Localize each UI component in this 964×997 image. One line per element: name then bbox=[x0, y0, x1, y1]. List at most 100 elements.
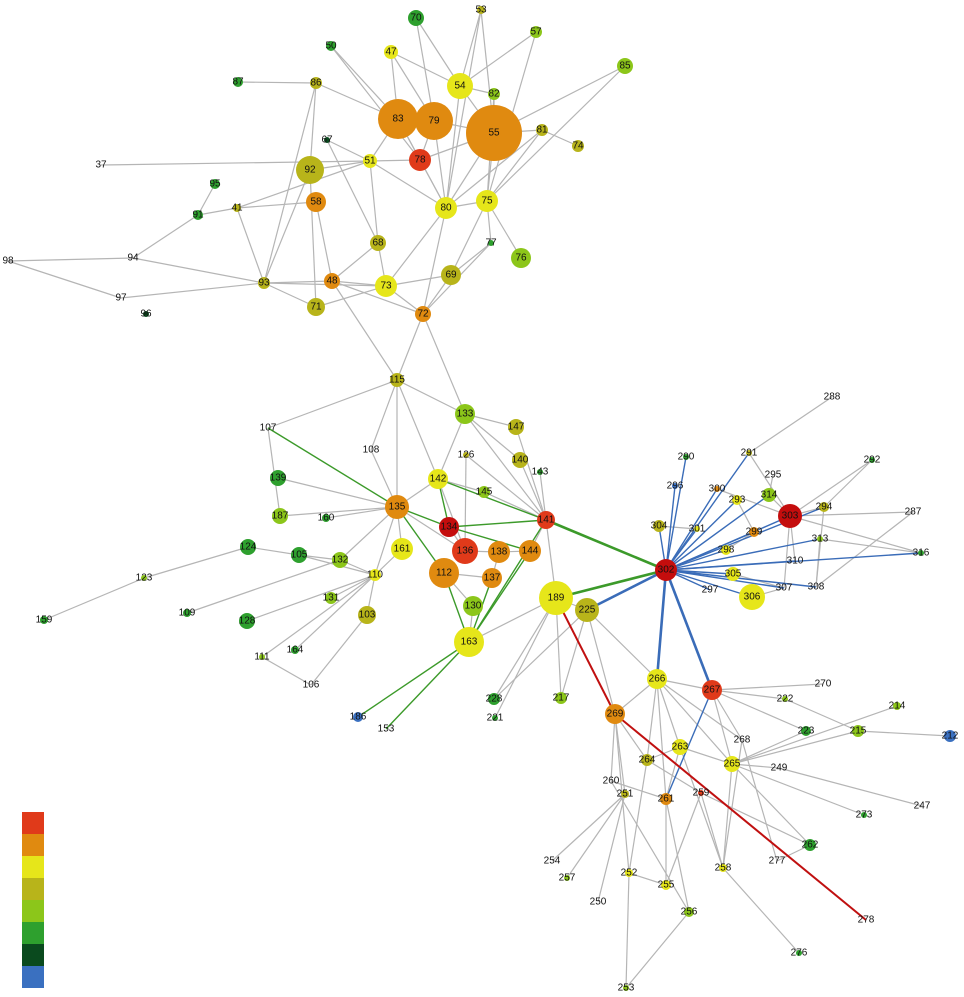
node-label: 67 bbox=[321, 135, 333, 146]
edge bbox=[819, 538, 922, 554]
node-label: 228 bbox=[486, 694, 503, 705]
node-label: 259 bbox=[693, 788, 710, 799]
edge bbox=[789, 459, 873, 517]
edge bbox=[665, 494, 770, 571]
node bbox=[466, 105, 522, 161]
edge bbox=[486, 129, 543, 202]
node bbox=[672, 739, 688, 755]
node bbox=[746, 450, 752, 456]
node-label: 189 bbox=[548, 593, 565, 604]
node-label: 217 bbox=[553, 693, 570, 704]
edge bbox=[385, 641, 470, 730]
edge bbox=[263, 282, 317, 308]
node bbox=[415, 102, 453, 140]
node-label: 302 bbox=[658, 565, 675, 576]
node-label: 276 bbox=[791, 948, 808, 959]
node-label: 73 bbox=[380, 281, 392, 292]
node-label: 108 bbox=[363, 445, 380, 456]
node-label: 75 bbox=[481, 196, 493, 207]
node bbox=[239, 613, 255, 629]
node-label: 141 bbox=[538, 515, 555, 526]
edge bbox=[330, 574, 376, 599]
node bbox=[694, 526, 700, 532]
edge bbox=[731, 763, 811, 846]
node-label: 105 bbox=[291, 550, 308, 561]
node-label: 225 bbox=[579, 605, 596, 616]
node bbox=[575, 598, 599, 622]
node bbox=[478, 486, 490, 498]
node-label: 86 bbox=[310, 78, 322, 89]
node-label: 131 bbox=[323, 593, 340, 604]
node bbox=[358, 606, 376, 624]
node bbox=[240, 539, 256, 555]
edge bbox=[665, 488, 718, 571]
edge bbox=[625, 911, 690, 989]
node-label: 221 bbox=[487, 713, 504, 724]
edge bbox=[731, 763, 865, 816]
node-label: 307 bbox=[776, 583, 793, 594]
edge bbox=[263, 169, 311, 284]
node bbox=[819, 502, 829, 512]
node bbox=[441, 265, 461, 285]
edge bbox=[437, 413, 466, 480]
edge bbox=[331, 242, 379, 282]
node bbox=[698, 790, 704, 796]
node-label: 270 bbox=[815, 679, 832, 690]
node bbox=[623, 985, 629, 991]
node-label: 54 bbox=[454, 81, 466, 92]
node-label: 186 bbox=[350, 712, 367, 723]
legend-swatch bbox=[22, 966, 44, 988]
node-label: 80 bbox=[440, 203, 452, 214]
node bbox=[476, 190, 498, 212]
node-label: 48 bbox=[326, 276, 338, 287]
node bbox=[408, 10, 424, 26]
node-label: 91 bbox=[192, 210, 204, 221]
edge bbox=[464, 413, 521, 461]
node-label: 264 bbox=[639, 755, 656, 766]
node-label: 214 bbox=[889, 701, 906, 712]
edge bbox=[815, 538, 821, 588]
node bbox=[605, 704, 625, 724]
node bbox=[804, 839, 816, 851]
node-label: 297 bbox=[702, 585, 719, 596]
legend-swatch bbox=[22, 834, 44, 856]
node bbox=[143, 311, 149, 317]
node-label: 268 bbox=[734, 735, 751, 746]
edge bbox=[263, 280, 333, 284]
node bbox=[537, 511, 555, 529]
node-label: 115 bbox=[389, 375, 405, 386]
node-label: 142 bbox=[430, 474, 447, 485]
edge bbox=[610, 780, 667, 800]
node-label: 137 bbox=[484, 573, 501, 584]
edge bbox=[331, 280, 424, 315]
node-label: 143 bbox=[532, 467, 549, 478]
node bbox=[653, 520, 665, 532]
edge bbox=[778, 767, 923, 807]
node-label: 266 bbox=[649, 674, 666, 685]
color-legend bbox=[22, 812, 44, 988]
node bbox=[778, 504, 802, 528]
node bbox=[719, 864, 727, 872]
edge bbox=[7, 257, 134, 262]
node bbox=[370, 235, 386, 251]
edge bbox=[741, 739, 778, 862]
node bbox=[369, 569, 381, 581]
edge bbox=[437, 478, 547, 521]
node bbox=[488, 693, 500, 705]
edge bbox=[711, 689, 733, 765]
node-label: 304 bbox=[651, 521, 668, 532]
edge bbox=[236, 201, 317, 209]
node-label: 133 bbox=[457, 409, 474, 420]
node-label: 163 bbox=[461, 637, 478, 648]
node bbox=[625, 869, 633, 877]
node-label: 290 bbox=[678, 452, 695, 463]
node-label: 153 bbox=[378, 724, 395, 735]
node bbox=[291, 646, 299, 654]
node bbox=[452, 538, 478, 564]
node bbox=[672, 483, 678, 489]
node-label: 253 bbox=[618, 983, 635, 994]
node bbox=[796, 950, 802, 956]
edge bbox=[310, 614, 368, 686]
node-label: 106 bbox=[303, 680, 320, 691]
edge bbox=[294, 574, 376, 651]
